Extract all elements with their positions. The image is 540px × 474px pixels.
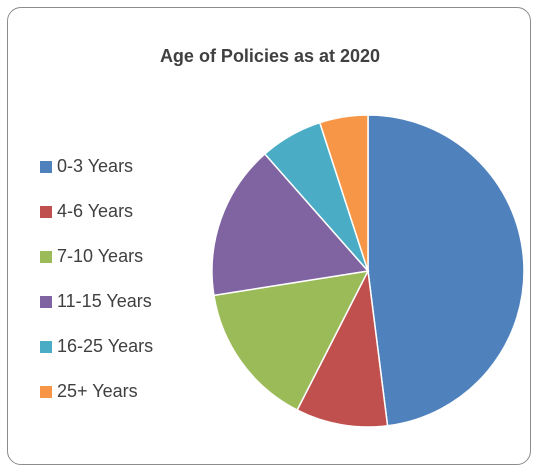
legend-item-7-10-years: 7-10 Years [40,234,153,279]
legend-swatch [40,205,52,218]
pie-slice-7-10-years [213,270,370,412]
pie-slice-11-15-years [211,152,370,297]
legend: 0-3 Years 4-6 Years 7-10 Years 11-15 Yea… [40,144,153,414]
legend-label: 0-3 Years [57,156,134,176]
legend-item-16-25-years: 16-25 Years [40,324,153,369]
legend-item-4-6-years: 4-6 Years [40,189,153,234]
legend-swatch [40,340,52,353]
pie-slice-4-6-years [296,268,389,428]
legend-swatch [40,160,52,173]
pie-slice-25-plus-years [318,114,369,272]
legend-swatch [40,385,52,398]
legend-swatch [40,250,52,263]
chart-title: Age of Policies as at 2020 [159,46,381,66]
legend-label: 4-6 Years [57,201,134,221]
legend-swatch [40,295,52,308]
pie-slice-0-3-years [367,114,525,427]
legend-label: 11-15 Years [57,291,152,311]
legend-item-0-3-years: 0-3 Years [40,144,153,189]
legend-label: 16-25 Years [57,336,154,356]
legend-item-11-15-years: 11-15 Years [40,279,153,324]
legend-item-25-plus-years: 25+ Years [40,369,153,414]
legend-label: 25+ Years [57,381,138,401]
legend-label: 7-10 Years [57,246,144,266]
